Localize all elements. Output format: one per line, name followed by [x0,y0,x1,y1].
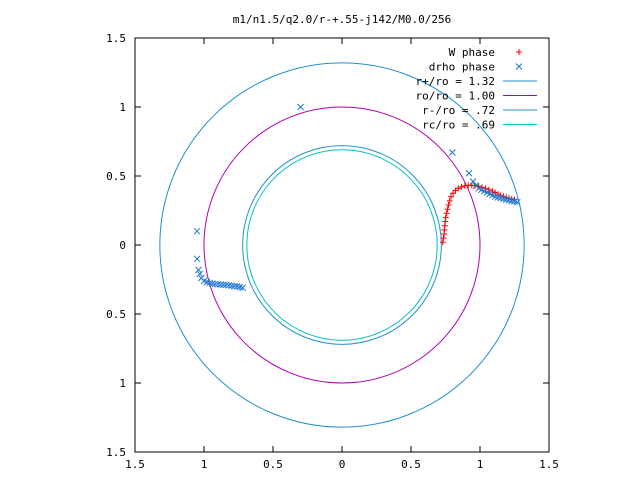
data-point [217,281,224,288]
data-point [448,193,455,200]
legend-label: W phase [449,46,495,59]
data-point [442,214,449,221]
data-point [211,280,219,288]
data-point [442,218,449,225]
data-point [228,282,235,290]
data-point [446,197,453,204]
circle-4 [242,145,442,345]
x-tick-label: 1.5 [539,458,559,471]
data-point [239,284,246,292]
data-point [443,210,450,217]
y-tick-label: 1.5 [106,446,126,459]
legend-swatch [515,63,523,70]
legend-swatch [516,49,522,55]
data-point [231,282,238,290]
data-point [195,266,202,274]
y-tick-label: 1.5 [106,32,126,45]
data-point [222,281,230,289]
data-point [458,184,465,191]
legend-label: r-/ro = .72 [422,104,495,117]
data-point [196,270,204,278]
y-tick-label: 0.5 [106,308,126,321]
x-tick-label: 0.5 [401,458,421,471]
x-tick-label: 0.5 [263,458,283,471]
data-point [225,281,233,289]
data-point [445,201,452,208]
radius-circles [159,62,525,428]
data-point [208,280,216,287]
data-point [193,255,201,263]
x-tick-label: 1 [477,458,484,471]
data-point [439,239,446,246]
data-point [444,206,451,213]
circle-2 [159,62,525,428]
data-point [219,281,227,289]
y-tick-label: 0.5 [106,170,126,183]
x-tick-label: 0 [339,458,346,471]
data-point [513,198,521,206]
legend-label: r+/ro = 1.32 [416,75,495,88]
data-point [214,280,222,288]
y-tick-label: 1 [119,377,126,390]
data-point [193,227,201,235]
chart-title: m1/n1.5/q2.0/r-+.55-j142/M0.0/256 [233,13,452,26]
data-point [465,169,473,177]
x-tick-label: 1.5 [125,458,145,471]
x-tick-label: 1 [201,458,208,471]
phase-points [193,103,521,292]
data-point [449,149,456,156]
data-point [440,235,447,242]
circle-5 [246,149,438,341]
y-tick-label: 0 [119,239,126,252]
y-tick-label: 1 [119,101,126,114]
data-point [455,185,462,192]
axis-ticks: 1.5 1 0.5 0 0.5 1 1.51.510.500.511.5 [106,32,559,471]
legend-label: rc/ro = .69 [422,119,495,132]
data-point [469,178,477,185]
data-point [461,182,468,189]
legend-label: ro/ro = 1.00 [416,90,495,103]
circle-3 [203,106,481,384]
legend-label: drho phase [429,61,495,74]
data-point [297,103,304,111]
